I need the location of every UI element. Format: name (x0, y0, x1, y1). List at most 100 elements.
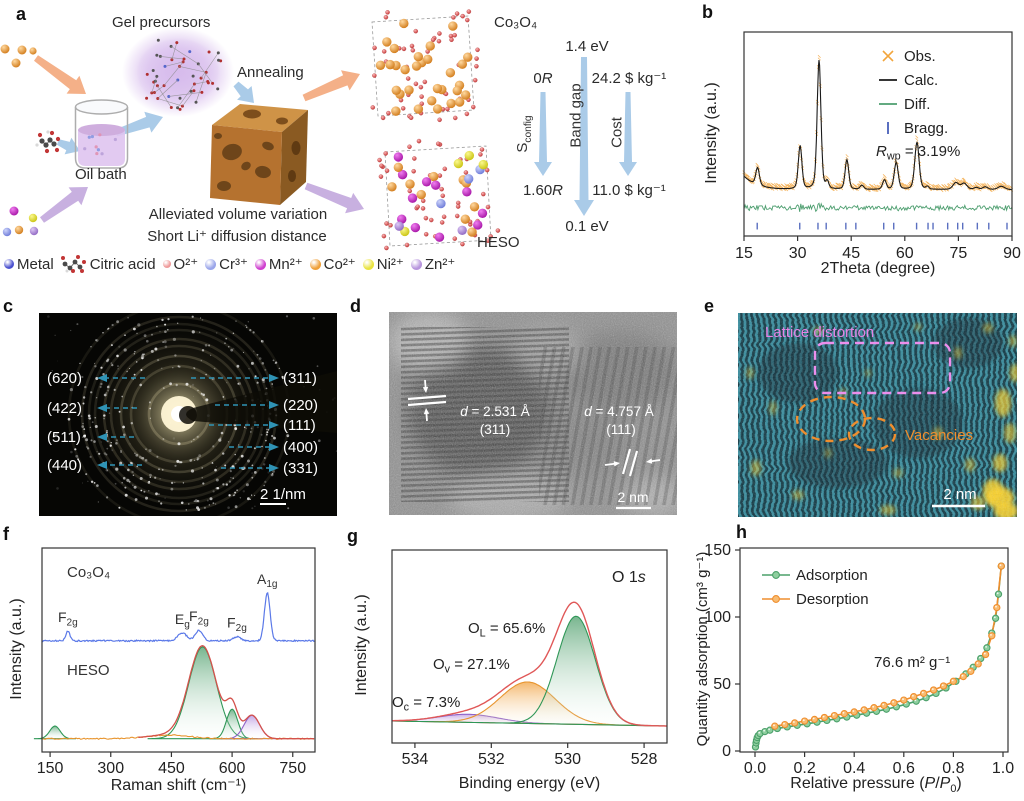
svg-text:600: 600 (219, 760, 246, 777)
oil-bath-label: Oil bath (75, 166, 127, 183)
legend-item-label: Ni²⁺ (376, 256, 404, 273)
svg-text:F2g: F2g (227, 615, 247, 634)
svg-text:Obs.: Obs. (904, 48, 936, 65)
svg-text:F2g: F2g (58, 609, 78, 628)
svg-text:90: 90 (1003, 245, 1021, 262)
bandgap-to-value: 0.1 eV (565, 218, 609, 235)
legend-item-label: Zn²⁺ (424, 256, 456, 273)
svg-text:534: 534 (402, 751, 429, 768)
svg-text:150: 150 (37, 760, 64, 777)
panel-label-g: g (347, 526, 358, 546)
legend-item: Mn²⁺ (254, 255, 303, 273)
atom-sphere-icon (4, 259, 14, 269)
svg-text:450: 450 (158, 760, 185, 777)
svg-text:750: 750 (279, 760, 306, 777)
svg-text:2 nm: 2 nm (943, 486, 976, 503)
svg-text:0: 0 (722, 743, 731, 760)
legend-item: Metal (4, 256, 54, 273)
raman-x-axis-label: Raman shift (cm⁻¹) (110, 777, 247, 794)
svg-text:Calc.: Calc. (904, 72, 938, 89)
atom-sphere-icon (254, 258, 266, 270)
svg-text:(620): (620) (47, 370, 82, 387)
svg-text:50: 50 (713, 676, 731, 693)
svg-text:75: 75 (950, 245, 968, 262)
legend-item: Zn²⁺ (410, 255, 456, 273)
raman-y-axis-label: Intensity (a.u.) (8, 598, 25, 700)
legend-item: Co²⁺ (309, 255, 356, 273)
legend-item-label: Citric acid (89, 255, 156, 273)
svg-text:(400): (400) (283, 439, 318, 456)
svg-text:0.8: 0.8 (942, 760, 964, 777)
legend-item-label: Cr³⁺ (219, 256, 248, 273)
legend-item: Cr³⁺ (205, 255, 248, 273)
svg-text:528: 528 (631, 751, 658, 768)
svg-text:60: 60 (896, 245, 914, 262)
synthesis-scheme-graphic (0, 9, 637, 251)
annealing-label: Annealing (237, 64, 304, 81)
saed-pattern-image: (620) (422) (511) (440) (311) (220) (111) (400)… (39, 313, 337, 516)
svg-text:Diff.: Diff. (904, 96, 930, 113)
svg-text:(311): (311) (283, 370, 317, 387)
xrd-y-axis-label: Intensity (a.u.) (703, 82, 720, 184)
svg-text:O 1s: O 1s (612, 569, 646, 586)
svg-text:(440): (440) (47, 457, 82, 474)
legend-item-label: Co²⁺ (323, 256, 356, 273)
atom-sphere-icon (162, 260, 171, 268)
svg-text:Desorption: Desorption (796, 591, 869, 608)
svg-text:(331): (331) (283, 460, 318, 477)
sconfig-to-value: 1.60R (522, 182, 564, 199)
xrd-chart: 15 30 45 60 75 90 Obs. Calc. Diff. Bragg. Rwp = 3.… (735, 31, 1021, 262)
svg-text:(311): (311) (480, 422, 511, 437)
svg-text:300: 300 (97, 760, 124, 777)
svg-text:0.4: 0.4 (843, 760, 865, 777)
svg-text:A1g: A1g (257, 571, 278, 590)
svg-text:(111): (111) (606, 422, 636, 437)
svg-text:532: 532 (478, 751, 505, 768)
legend-item-label: O²⁺ (173, 256, 199, 273)
citric-acid-icon (60, 255, 86, 273)
svg-text:76.6 m² g⁻¹: 76.6 m² g⁻¹ (874, 654, 950, 671)
svg-text:0.0: 0.0 (744, 760, 766, 777)
svg-text:0.6: 0.6 (893, 760, 915, 777)
svg-text:0.2: 0.2 (793, 760, 815, 777)
xps-chart: 534 532 530 528 O 1s OL = 65.6% Ov = 27.1% Oc =… (391, 549, 668, 768)
svg-text:Adsorption: Adsorption (796, 567, 868, 584)
legend-item-label: Mn²⁺ (268, 256, 303, 273)
atom-sphere-icon (410, 258, 422, 270)
cost-axis-label: Cost (608, 117, 626, 148)
bet-y-axis-label: Quantity adsorption (cm³ g⁻¹) (694, 551, 711, 747)
panel-label-c: c (3, 296, 14, 316)
bandgap-axis-label: Band gap (567, 83, 585, 148)
xrd-x-axis-label: 2Theta (degree) (820, 260, 936, 277)
stem-defects-image: Lattice distortion Vacancies 2 nm (738, 313, 1017, 517)
svg-text:100: 100 (704, 609, 731, 626)
sconfig-from-value: 0R (533, 70, 553, 87)
svg-text:Oc = 7.3%: Oc = 7.3% (392, 694, 460, 714)
svg-text:(111): (111) (283, 417, 316, 434)
atom-color-legend: Metal Citric acid O²⁺ Cr³⁺ Mn²⁺ Co²⁺ Ni²⁺ Zn²⁺ (4, 254, 455, 274)
bet-x-axis-label: Relative pressure (P/P0) (790, 775, 962, 796)
svg-text:150: 150 (704, 542, 731, 559)
bet-isotherm-chart: 0.0 0.2 0.4 0.6 0.8 1.0 0 50 100 150 Adsorption Des… (704, 542, 1014, 777)
svg-text:530: 530 (554, 751, 581, 768)
svg-text:Lattice distortion: Lattice distortion (765, 324, 874, 341)
svg-text:F2g: F2g (189, 608, 209, 627)
svg-text:1.0: 1.0 (992, 760, 1014, 777)
legend-item: Citric acid (60, 254, 156, 274)
svg-text:Ov = 27.1%: Ov = 27.1% (433, 656, 510, 676)
svg-text:(422): (422) (47, 400, 82, 417)
panel-label-d: d (350, 296, 361, 316)
atom-sphere-icon (205, 258, 217, 270)
legend-item: O²⁺ (162, 255, 199, 273)
xps-y-axis-label: Intensity (a.u.) (353, 594, 370, 696)
cost-from-value: 24.2 $ kg⁻¹ (591, 70, 667, 87)
li-diffusion-text: Short Li⁺ diffusion distance (147, 228, 327, 245)
co3o4-structure-label: Co₃O₄ (494, 14, 538, 31)
sconfig-axis-label: Sconfig (514, 115, 534, 153)
atom-sphere-icon (362, 258, 374, 270)
atom-sphere-icon (309, 258, 321, 270)
legend-item-label: Metal (17, 255, 54, 273)
heso-structure-label: HESO (477, 234, 520, 251)
